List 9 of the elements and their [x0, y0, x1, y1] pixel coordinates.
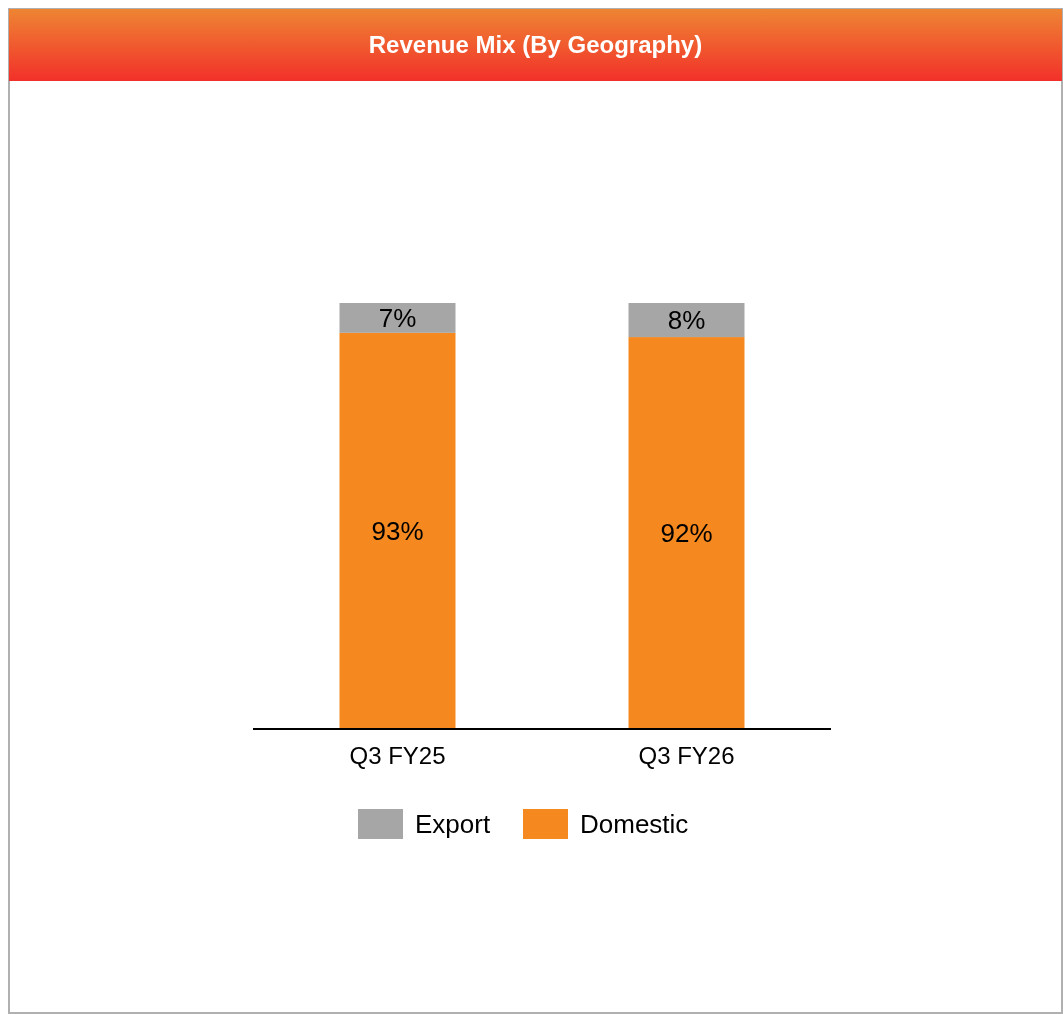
legend-label: Domestic [580, 809, 689, 840]
data-label: 93% [371, 516, 424, 547]
data-label: 7% [378, 303, 417, 334]
data-label: 8% [667, 305, 706, 336]
legend-label: Export [415, 809, 491, 840]
x-tick-label: Q3 FY26 [638, 742, 735, 770]
chart-title: Revenue Mix (By Geography) [368, 31, 703, 59]
x-tick-label: Q3 FY25 [349, 742, 446, 770]
data-label: 92% [660, 518, 713, 549]
